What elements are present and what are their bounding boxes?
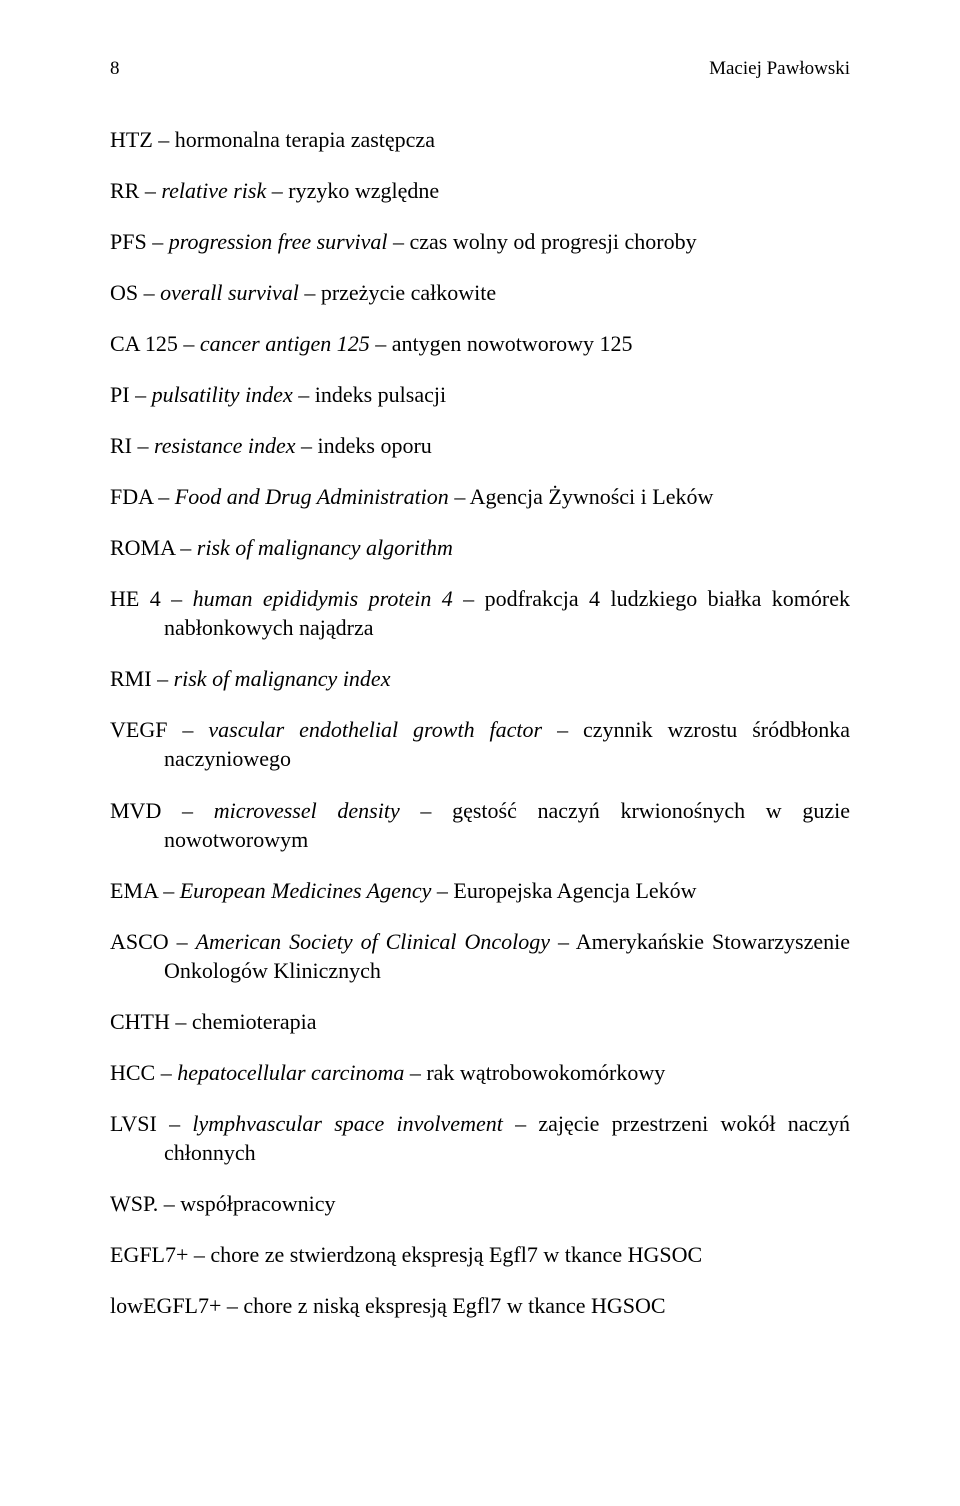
abbr: lowEGFL7+: [110, 1293, 221, 1318]
definition: – ryzyko względne: [266, 178, 439, 203]
abbr: PFS: [110, 229, 147, 254]
definition-entry: RMI – risk of malignancy index: [110, 664, 850, 693]
definition-entry: RR – relative risk – ryzyko względne: [110, 176, 850, 205]
author-name: Maciej Pawłowski: [709, 56, 850, 81]
abbr: RMI: [110, 666, 152, 691]
term-italic: lymphvascular space involvement: [192, 1111, 502, 1136]
definition: chore ze stwierdzoną ekspresją Egfl7 w t…: [210, 1242, 702, 1267]
term-italic: risk of malignancy algorithm: [197, 535, 453, 560]
definition-entry: CA 125 – cancer antigen 125 – antygen no…: [110, 329, 850, 358]
definition-entry: CHTH – chemioterapia: [110, 1007, 850, 1036]
dash: –: [158, 1191, 180, 1216]
term-italic: relative risk: [161, 178, 266, 203]
definition-entry: HCC – hepatocellular carcinoma – rak wąt…: [110, 1058, 850, 1087]
definition-entry: LVSI – lymphvascular space involvement –…: [110, 1109, 850, 1167]
page-number: 8: [110, 56, 120, 81]
abbr: VEGF: [110, 717, 167, 742]
term-italic: hepatocellular carcinoma: [177, 1060, 404, 1085]
abbr: CA 125: [110, 331, 178, 356]
definition-entry: HTZ – hormonalna terapia zastępcza: [110, 125, 850, 154]
definition: – antygen nowotworowy 125: [370, 331, 633, 356]
abbr: HTZ: [110, 127, 153, 152]
dash: –: [169, 929, 196, 954]
term-italic: Food and Drug Administration: [175, 484, 449, 509]
abbr: RI: [110, 433, 132, 458]
dash: –: [188, 1242, 210, 1267]
dash: –: [152, 666, 174, 691]
dash: –: [161, 586, 193, 611]
term-italic: risk of malignancy index: [174, 666, 391, 691]
term-italic: cancer antigen 125: [200, 331, 370, 356]
dash: –: [170, 1009, 192, 1034]
document-page: 8 Maciej Pawłowski HTZ – hormonalna tera…: [0, 0, 960, 1506]
abbr: HCC: [110, 1060, 155, 1085]
definition-entry: PFS – progression free survival – czas w…: [110, 227, 850, 256]
term-italic: American Society of Clinical Oncology: [196, 929, 550, 954]
dash: –: [221, 1293, 243, 1318]
definition: hormonalna terapia zastępcza: [175, 127, 435, 152]
dash: –: [138, 280, 160, 305]
dash: –: [153, 127, 175, 152]
dash: –: [130, 382, 152, 407]
dash: –: [153, 484, 175, 509]
abbr: FDA: [110, 484, 153, 509]
definition-entry: VEGF – vascular endothelial growth facto…: [110, 715, 850, 773]
definition: chore z niską ekspresją Egfl7 w tkance H…: [243, 1293, 665, 1318]
definition-entry: EGFL7+ – chore ze stwierdzoną ekspresją …: [110, 1240, 850, 1269]
abbr: RR: [110, 178, 139, 203]
definition-entry: ASCO – American Society of Clinical Onco…: [110, 927, 850, 985]
abbr: LVSI: [110, 1111, 157, 1136]
term-italic: European Medicines Agency: [180, 878, 432, 903]
abbr: EGFL7+: [110, 1242, 188, 1267]
abbr: WSP.: [110, 1191, 158, 1216]
term-italic: progression free survival: [169, 229, 388, 254]
definition: – Agencja Żywności i Leków: [449, 484, 714, 509]
term-italic: human epididymis protein 4: [193, 586, 453, 611]
dash: –: [161, 798, 213, 823]
definition: – Europejska Agencja Leków: [431, 878, 696, 903]
definition: – indeks oporu: [296, 433, 432, 458]
definition: współpracownicy: [180, 1191, 335, 1216]
definition-entry: PI – pulsatility index – indeks pulsacji: [110, 380, 850, 409]
dash: –: [147, 229, 169, 254]
definition: chemioterapia: [192, 1009, 317, 1034]
definition-entry: FDA – Food and Drug Administration – Age…: [110, 482, 850, 511]
definition: – czas wolny od progresji choroby: [387, 229, 696, 254]
definition-entry: MVD – microvessel density – gęstość nacz…: [110, 796, 850, 854]
definition-entry: RI – resistance index – indeks oporu: [110, 431, 850, 460]
term-italic: pulsatility index: [152, 382, 293, 407]
page-header: 8 Maciej Pawłowski: [110, 56, 850, 81]
dash: –: [139, 178, 161, 203]
definition-entry: WSP. – współpracownicy: [110, 1189, 850, 1218]
definition-entry: lowEGFL7+ – chore z niską ekspresją Egfl…: [110, 1291, 850, 1320]
abbr: MVD: [110, 798, 161, 823]
dash: –: [167, 717, 208, 742]
dash: –: [132, 433, 154, 458]
definition-entry: OS – overall survival – przeżycie całkow…: [110, 278, 850, 307]
definition-entry: ROMA – risk of malignancy algorithm: [110, 533, 850, 562]
definition: – rak wątrobowokomórkowy: [404, 1060, 665, 1085]
term-italic: overall survival: [160, 280, 299, 305]
abbr: ROMA: [110, 535, 175, 560]
definition-entry: EMA – European Medicines Agency – Europe…: [110, 876, 850, 905]
term-italic: microvessel density: [214, 798, 400, 823]
abbr: ASCO: [110, 929, 169, 954]
dash: –: [178, 331, 200, 356]
definition-entry: HE 4 – human epididymis protein 4 – podf…: [110, 584, 850, 642]
abbr: CHTH: [110, 1009, 170, 1034]
term-italic: resistance index: [154, 433, 296, 458]
abbr: PI: [110, 382, 130, 407]
abbr: HE 4: [110, 586, 161, 611]
definition: – przeżycie całkowite: [299, 280, 496, 305]
term-italic: vascular endothelial growth factor: [208, 717, 542, 742]
dash: –: [155, 1060, 177, 1085]
abbr: OS: [110, 280, 138, 305]
dash: –: [158, 878, 180, 903]
definition: – indeks pulsacji: [293, 382, 446, 407]
dash: –: [157, 1111, 193, 1136]
definitions-list: HTZ – hormonalna terapia zastępcza RR – …: [110, 125, 850, 1320]
dash: –: [175, 535, 197, 560]
abbr: EMA: [110, 878, 158, 903]
